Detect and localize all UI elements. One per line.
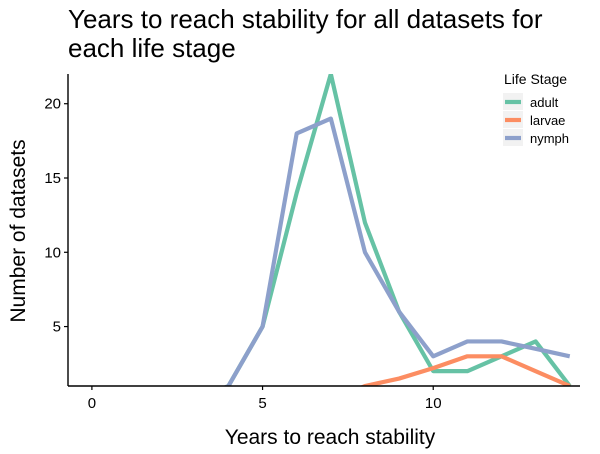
x-tick-label: 10 <box>425 395 442 412</box>
y-axis-ticks: 5 10 15 20 <box>44 96 68 336</box>
x-tick-label: 5 <box>258 395 266 412</box>
legend-title: Life Stage <box>504 71 567 87</box>
series-line-larvae <box>359 354 571 386</box>
series-line-adult <box>223 74 572 386</box>
legend-label-larvae: larvae <box>530 113 565 128</box>
legend: Life Stage adult larvae nymph <box>503 71 569 146</box>
y-axis-title: Number of datasets <box>7 139 30 322</box>
chart-title-line-2: each life stage <box>68 33 236 63</box>
y-tick-label: 20 <box>44 96 61 113</box>
y-tick-label: 5 <box>53 319 61 336</box>
y-tick-label: 15 <box>44 170 61 187</box>
y-tick-label: 10 <box>44 244 61 261</box>
x-axis-ticks: 0 5 10 <box>88 386 442 412</box>
x-axis-title: Years to reach stability <box>225 426 436 449</box>
series-line-nymph <box>223 116 571 386</box>
x-tick-label: 0 <box>88 395 96 412</box>
legend-label-nymph: nymph <box>530 131 569 146</box>
series-group <box>223 74 572 386</box>
legend-label-adult: adult <box>530 95 559 110</box>
chart-title-line-1: Years to reach stability for all dataset… <box>68 4 543 34</box>
